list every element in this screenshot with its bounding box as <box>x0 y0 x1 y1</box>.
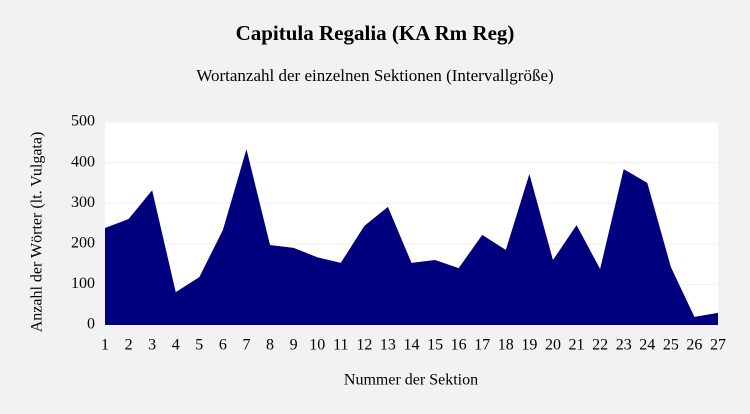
x-tick-label: 26 <box>686 337 702 354</box>
x-tick-label: 18 <box>498 337 514 354</box>
x-tick-label: 5 <box>195 337 203 354</box>
x-tick-label: 15 <box>427 337 443 354</box>
x-tick-label: 11 <box>333 337 348 354</box>
area <box>105 149 718 325</box>
y-tick-label: 200 <box>71 234 95 251</box>
x-tick-label: 12 <box>356 337 372 354</box>
x-tick-label: 2 <box>125 337 133 354</box>
x-tick-label: 17 <box>474 337 490 354</box>
y-axis-label: Anzahl der Wörter (lt. Vulgata) <box>29 132 46 333</box>
x-tick-label: 6 <box>219 337 227 354</box>
x-tick-label: 20 <box>545 337 561 354</box>
x-tick-label: 13 <box>380 337 396 354</box>
x-tick-label: 23 <box>616 337 632 354</box>
y-tick-label: 0 <box>87 316 95 333</box>
chart-subtitle: Wortanzahl der einzelnen Sektionen (Inte… <box>196 66 553 85</box>
x-tick-label: 19 <box>521 337 537 354</box>
x-tick-label: 1 <box>101 337 109 354</box>
y-tick-label: 400 <box>71 153 95 170</box>
x-tick-label: 24 <box>639 337 655 354</box>
x-tick-label: 21 <box>569 337 585 354</box>
y-tick-label: 300 <box>71 194 95 211</box>
x-tick-label: 9 <box>290 337 298 354</box>
chart-title: Capitula Regalia (KA Rm Reg) <box>236 21 515 45</box>
x-tick-label: 14 <box>404 337 420 354</box>
x-tick-label: 22 <box>592 337 608 354</box>
x-tick-label: 10 <box>309 337 325 354</box>
x-axis-label: Nummer der Sektion <box>344 372 478 389</box>
x-tick-label: 7 <box>242 337 250 354</box>
x-tick-label: 27 <box>710 337 726 354</box>
x-tick-label: 4 <box>172 337 180 354</box>
y-tick-label: 500 <box>71 113 95 130</box>
y-tick-label: 100 <box>71 275 95 292</box>
x-tick-label: 16 <box>451 337 467 354</box>
x-tick-label: 25 <box>663 337 679 354</box>
x-tick-label: 8 <box>266 337 274 354</box>
x-tick-label: 3 <box>148 337 156 354</box>
